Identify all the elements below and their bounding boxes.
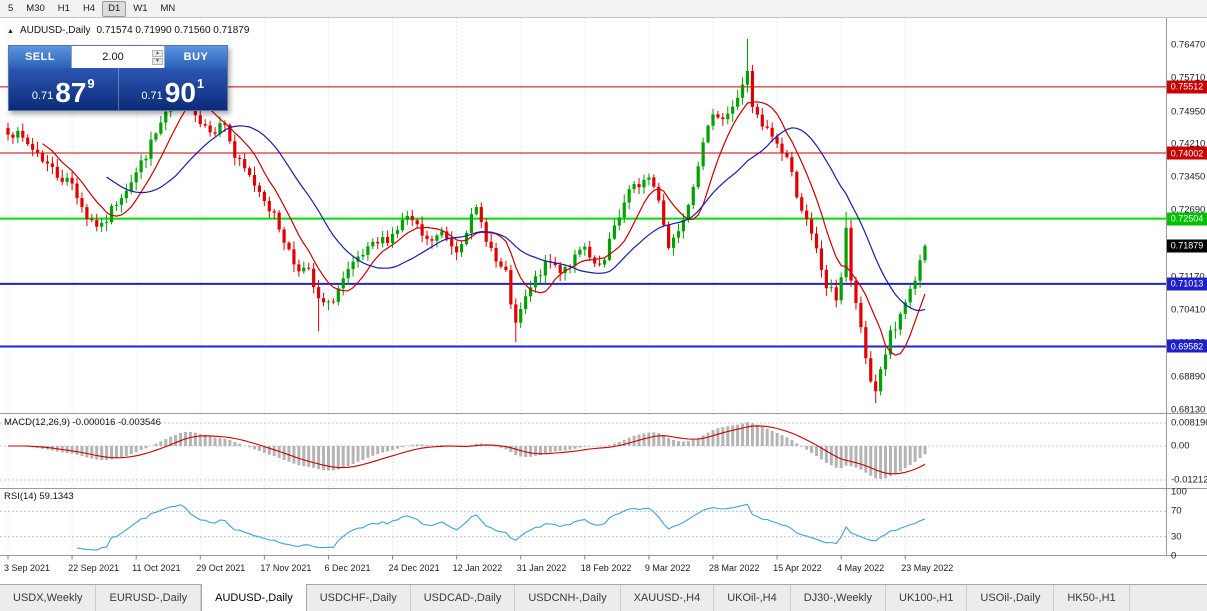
date-axis-label: 15 Apr 2022 — [773, 563, 822, 573]
chart-tab-usdchf-daily[interactable]: USDCHF-,Daily — [307, 585, 411, 611]
date-axis-label: 28 Mar 2022 — [708, 563, 760, 573]
chart-tab-audusd-daily[interactable]: AUDUSD-,Daily — [201, 584, 307, 611]
chart-symbol-period: AUDUSD-,Daily — [19, 25, 91, 36]
volume-up-button[interactable]: ▲ — [152, 49, 163, 57]
chart-tabs-bar: USDX,Weekly EURUSD-,Daily AUDUSD-,Daily USD… — [0, 584, 1207, 611]
chart-tab-hk50-h1[interactable]: HK50-,H1 — [1054, 585, 1130, 611]
volume-value: 2.00 — [102, 51, 124, 63]
chart-tab-usdcad-daily[interactable]: USDCAD-,Daily — [411, 585, 516, 611]
timeframe-m30-button[interactable]: M30 — [26, 2, 45, 14]
price-scale-tick: 0.76470 — [1171, 39, 1206, 51]
chart-tab-dj30-weekly[interactable]: DJ30-,Weekly — [791, 585, 886, 611]
timeframe-h4-button[interactable]: H4 — [82, 2, 96, 14]
chart-tab-usoil-daily[interactable]: USOil-,Daily — [967, 585, 1055, 611]
price-scale-tick: 0.72690 — [1171, 204, 1206, 216]
chart-tab-usdcnh-daily[interactable]: USDCNH-,Daily — [515, 585, 621, 611]
chart-tab-xauusd-h4[interactable]: XAUUSD-,H4 — [621, 585, 715, 611]
price-scale-tick: 0.68130 — [1171, 404, 1206, 416]
price-level-badge: 0.72504 — [1167, 212, 1207, 226]
rsi-label: RSI(14) 59.1343 — [4, 491, 74, 502]
price-scale-tick: 0.74950 — [1171, 106, 1206, 118]
volume-input[interactable]: 2.00 ▲ ▼ — [71, 46, 165, 68]
price-scale-tick: 0.70410 — [1171, 304, 1206, 316]
timeframe-w1-button[interactable]: W1 — [133, 2, 148, 14]
price-level-badge: 0.69582 — [1167, 339, 1207, 353]
date-axis-label: 17 Nov 2021 — [260, 563, 312, 573]
timeframe-h1-button[interactable]: H1 — [57, 2, 70, 14]
sell-price-big: 87 — [55, 77, 87, 108]
one-click-trading-widget: SELL 2.00 ▲ ▼ BUY 0.71 87 9 0.71 90 1 — [8, 45, 228, 111]
sell-price-prefix: 0.71 — [31, 90, 54, 102]
macd-scale-tick: 0.00 — [1171, 440, 1190, 452]
macd-scale-tick: 0.008190 — [1171, 417, 1207, 429]
date-axis-label: 12 Jan 2022 — [452, 563, 503, 573]
rsi-scale-tick: 0 — [1171, 550, 1177, 562]
chart-tab-usdx-weekly[interactable]: USDX,Weekly — [0, 585, 97, 611]
date-axis-label: 24 Dec 2021 — [388, 563, 440, 573]
timeframe-d1-button[interactable]: D1 — [102, 0, 127, 17]
price-scale-tick: 0.74210 — [1171, 138, 1206, 150]
volume-down-button[interactable]: ▼ — [152, 57, 163, 65]
date-axis-label: 3 Sep 2021 — [4, 563, 51, 573]
rsi-scale-tick: 100 — [1171, 486, 1187, 498]
chart-tab-eurusd-daily[interactable]: EURUSD-,Daily — [96, 585, 202, 611]
sell-price-pip: 9 — [87, 76, 95, 91]
date-axis-label: 23 May 2022 — [901, 563, 954, 573]
macd-scale-tick: -0.01212 — [1171, 474, 1207, 486]
macd-label: MACD(12,26,9) -0.000016 -0.003546 — [4, 417, 161, 428]
price-level-badge: 0.71879 — [1167, 239, 1207, 253]
buy-price-big: 90 — [164, 77, 196, 108]
date-axis-label: 11 Oct 2021 — [132, 563, 181, 573]
price-level-badge: 0.75512 — [1167, 80, 1207, 94]
date-axis-label: 6 Dec 2021 — [324, 563, 371, 573]
buy-button[interactable]: BUY — [165, 46, 227, 68]
timeframe-5-button[interactable]: 5 — [8, 2, 14, 14]
rsi-scale-tick: 70 — [1171, 505, 1182, 517]
date-axis-label: 4 May 2022 — [837, 563, 885, 573]
price-scale-tick: 0.68890 — [1171, 371, 1206, 383]
sell-price[interactable]: 0.71 87 9 — [9, 68, 118, 110]
buy-price-pip: 1 — [196, 76, 205, 91]
rsi-scale-tick: 30 — [1171, 531, 1182, 543]
chart-tab-uk100-h1[interactable]: UK100-,H1 — [886, 585, 968, 611]
buy-price[interactable]: 0.71 90 1 — [117, 68, 228, 110]
chart-tab-ukoil-h4[interactable]: UKOil-,H4 — [714, 585, 791, 611]
chart-ohlc-values: 0.71574 0.71990 0.71560 0.71879 — [96, 25, 250, 36]
date-axis-label: 22 Sep 2021 — [68, 563, 120, 573]
price-level-badge: 0.71013 — [1167, 277, 1207, 291]
timeframe-toolbar: 5 M30 H1 H4 D1 W1 MN — [0, 0, 1207, 18]
chart-title: ▲ AUDUSD-,Daily 0.71574 0.71990 0.71560 … — [7, 25, 249, 36]
date-axis-label: 9 Mar 2022 — [644, 563, 691, 573]
price-scale-tick: 0.75710 — [1171, 72, 1206, 84]
chart-window: ▲ AUDUSD-,Daily 0.71574 0.71990 0.71560 … — [0, 18, 1207, 584]
symbol-marker-icon: ▲ — [7, 28, 14, 35]
price-level-badge: 0.74002 — [1167, 146, 1207, 160]
date-axis-label: 31 Jan 2022 — [516, 563, 567, 573]
date-axis-label: 18 Feb 2022 — [580, 563, 632, 573]
date-axis-label: 29 Oct 2021 — [196, 563, 246, 573]
timeframe-mn-button[interactable]: MN — [160, 2, 176, 14]
price-scale-tick: 0.71170 — [1171, 271, 1205, 282]
buy-price-prefix: 0.71 — [141, 90, 163, 102]
sell-button[interactable]: SELL — [9, 46, 71, 68]
price-scale-tick: 0.73450 — [1171, 171, 1206, 183]
